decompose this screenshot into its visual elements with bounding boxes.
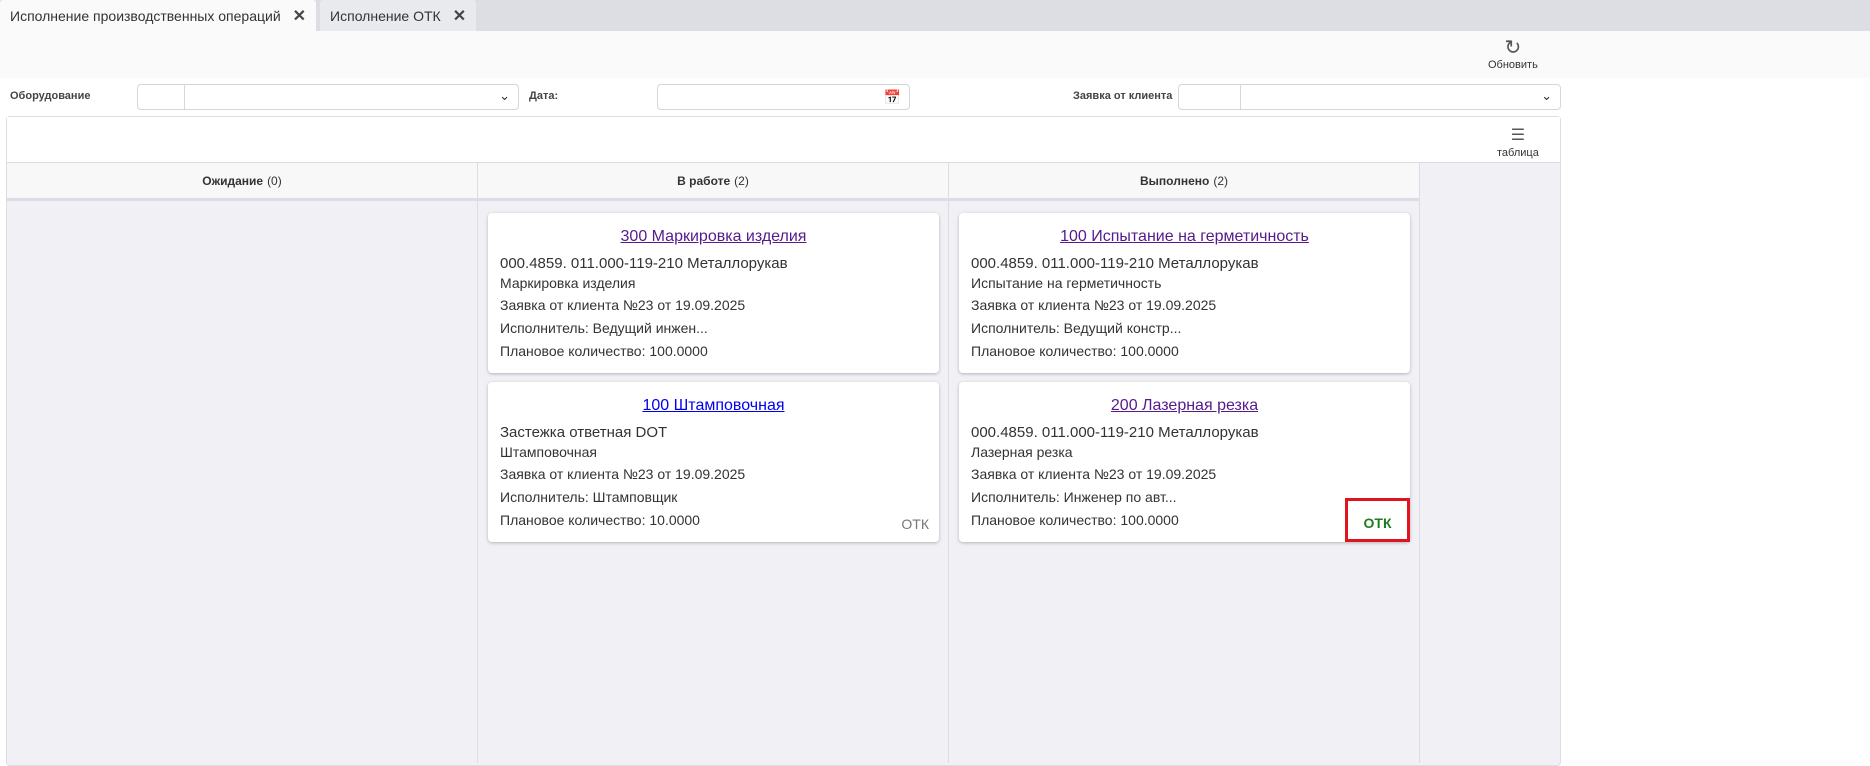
kanban-column: Ожидание (0) (7, 163, 478, 763)
card-quantity: Плановое количество: 100.0000 (971, 512, 1179, 528)
chevron-down-icon: ⌄ (499, 88, 510, 103)
card-executor: Исполнитель: Штамповщик (500, 489, 678, 505)
tab-bar: Исполнение производственных операций ✕ Ис… (0, 0, 1870, 31)
card-item: 000.4859. 011.000-119-210 Металлорукав (971, 424, 1259, 441)
operation-card[interactable]: 300 Маркировка изделия 000.4859. 011.000… (488, 213, 939, 373)
list-icon: ☰ (1510, 127, 1526, 144)
refresh-button[interactable]: ↻ Обновить (1488, 37, 1538, 71)
card-executor: Исполнитель: Инженер по авт... (971, 489, 1177, 505)
otk-status-badge[interactable]: ОТК (1345, 498, 1410, 542)
card-executor: Исполнитель: Ведущий констр... (971, 320, 1182, 336)
card-item: Застежка ответная DOT (500, 424, 668, 441)
table-view-button[interactable]: ☰ таблица (1497, 125, 1539, 159)
card-order: Заявка от клиента №23 от 19.09.2025 (971, 297, 1217, 313)
board-header: ☰ таблица (7, 117, 1560, 163)
card-operation: Штамповочная (500, 444, 598, 460)
card-order: Заявка от клиента №23 от 19.09.2025 (500, 466, 746, 482)
client-order-select[interactable]: ⌄ (1178, 84, 1561, 110)
card-operation: Испытание на герметичность (971, 275, 1162, 291)
kanban-board: ☰ таблица Ожидание (0) В работе (2) 300 Марк… (6, 116, 1561, 766)
card-quantity: Плановое количество: 100.0000 (971, 343, 1179, 359)
card-title-link[interactable]: 100 Штамповочная (642, 397, 785, 414)
card-operation: Маркировка изделия (500, 275, 636, 291)
chevron-down-icon: ⌄ (1541, 88, 1552, 103)
column-header: Ожидание (0) (7, 163, 477, 201)
tab-otk[interactable]: Исполнение ОТК ✕ (320, 0, 477, 31)
card-title-link[interactable]: 300 Маркировка изделия (620, 228, 807, 245)
card-order: Заявка от клиента №23 от 19.09.2025 (500, 297, 746, 313)
calendar-icon[interactable]: 📅 (883, 89, 901, 105)
refresh-label: Обновить (1488, 59, 1538, 71)
tab-production-operations[interactable]: Исполнение производственных операций ✕ (0, 0, 317, 31)
card-quantity: Плановое количество: 10.0000 (500, 512, 700, 528)
card-item: 000.4859. 011.000-119-210 Металлорукав (500, 255, 788, 272)
client-order-label: Заявка от клиента (1073, 90, 1173, 102)
column-header: Выполнено (2) (949, 163, 1419, 201)
card-title-link[interactable]: 200 Лазерная резка (1110, 397, 1259, 414)
column-title: Ожидание (202, 173, 264, 188)
column-count: (2) (734, 173, 749, 188)
operation-card[interactable]: 100 Штамповочная Застежка ответная DOT Ш… (488, 382, 939, 542)
close-icon[interactable]: ✕ (292, 7, 307, 25)
card-operation: Лазерная резка (971, 444, 1073, 460)
column-count: (2) (1213, 173, 1228, 188)
client-order-code (1179, 85, 1241, 109)
close-icon[interactable]: ✕ (452, 7, 467, 25)
column-title: Выполнено (1140, 173, 1210, 188)
table-view-label: таблица (1497, 147, 1539, 159)
column-header: В работе (2) (478, 163, 948, 201)
tab-label: Исполнение производственных операций (10, 7, 281, 24)
tab-label: Исполнение ОТК (330, 7, 441, 24)
column-title: В работе (677, 173, 731, 188)
card-quantity: Плановое количество: 100.0000 (500, 343, 708, 359)
operation-card[interactable]: 100 Испытание на герметичность 000.4859.… (959, 213, 1410, 373)
refresh-icon: ↻ (1504, 37, 1522, 59)
kanban-column: В работе (2) 300 Маркировка изделия 000.48… (478, 163, 949, 763)
card-item: 000.4859. 011.000-119-210 Металлорукав (971, 255, 1259, 272)
operation-card[interactable]: 200 Лазерная резка 000.4859. 011.000-119… (959, 382, 1410, 542)
card-order: Заявка от клиента №23 от 19.09.2025 (971, 466, 1217, 482)
otk-status-badge[interactable]: ОТК (901, 516, 929, 532)
card-executor: Исполнитель: Ведущий инжен... (500, 320, 708, 336)
equipment-label: Оборудование (10, 90, 91, 102)
equipment-code (138, 85, 185, 109)
column-count: (0) (267, 173, 282, 188)
equipment-select[interactable]: ⌄ (137, 84, 519, 110)
card-title-link[interactable]: 100 Испытание на герметичность (1060, 228, 1309, 245)
toolbar: ↻ Обновить (0, 31, 1870, 78)
date-label: Дата: (529, 90, 559, 102)
date-input[interactable]: 📅 (657, 84, 910, 110)
kanban-column: Выполнено (2) 100 Испытание на герметичнос… (949, 163, 1420, 763)
